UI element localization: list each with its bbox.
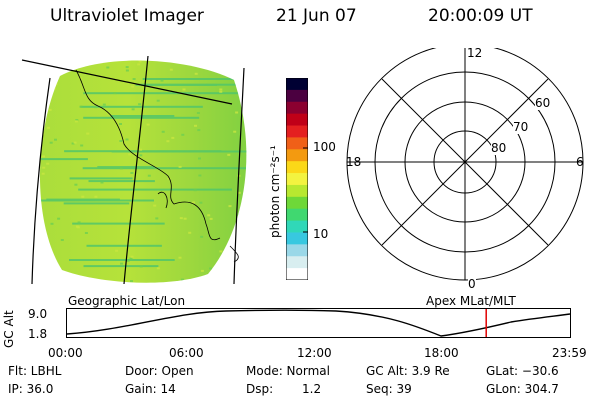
dsp-value: 1.2 (302, 382, 322, 396)
colorbar-band (286, 196, 308, 210)
altitude-axis-title: GC Alt (2, 310, 16, 348)
time-tick-2359: 23:59 (552, 346, 587, 360)
altitude-plot (66, 308, 571, 338)
colorbar-band (286, 256, 308, 269)
clock-label-12: 12 (466, 46, 484, 60)
clock-label-0: 0 (468, 277, 476, 291)
time-tick-0000: 00:00 (48, 346, 83, 360)
colorbar (286, 78, 308, 280)
colorbar-band (286, 184, 308, 198)
colorbar-band (286, 208, 308, 222)
colorbar-band (286, 101, 308, 115)
geographic-label: Geographic Lat/Lon (68, 294, 186, 308)
dsp-label: Dsp: (246, 382, 274, 396)
time-tick-0600: 06:00 (169, 346, 204, 360)
gc-alt-info: GC Alt: 3.9 Re (366, 364, 450, 378)
lat-label-60: 60 (535, 96, 551, 110)
time-tick-1200: 12:00 (297, 346, 332, 360)
seq-info: Seq: 39 (366, 382, 412, 396)
filter-info: Flt: LBHL (8, 364, 62, 378)
clock-label-18: 18 (346, 155, 362, 169)
ip-info: IP: 36.0 (8, 382, 54, 396)
colorbar-band (286, 244, 308, 257)
time-label: 20:00:09 UT (428, 6, 533, 26)
colorbar-band (286, 149, 308, 162)
aurora-image (39, 60, 247, 283)
lat-label-80: 80 (491, 141, 507, 155)
polar-plot (346, 48, 584, 281)
door-info: Door: Open (125, 364, 194, 378)
colorbar-band (286, 89, 308, 103)
altitude-tick-9: 9.0 (28, 307, 48, 321)
colorbar-band (286, 137, 308, 150)
coastline (75, 69, 239, 263)
colorbar-band (286, 78, 308, 91)
glon-info: GLon: 304.7 (486, 382, 559, 396)
colorbar-band (286, 113, 308, 127)
colorbar-band (286, 232, 308, 245)
apex-label: Apex MLat/MLT (426, 294, 516, 308)
date-label: 21 Jun 07 (276, 6, 357, 26)
lat-label-70: 70 (513, 120, 529, 134)
colorbar-band (286, 125, 308, 139)
time-tick-1800: 18:00 (424, 346, 459, 360)
colorbar-band (286, 220, 308, 234)
geographic-grid (21, 55, 245, 285)
instrument-title: Ultraviolet Imager (50, 6, 204, 26)
colorbar-tick-100: 100 (313, 140, 336, 154)
altitude-tick-1.8: 1.8 (28, 327, 48, 341)
uv-image-panel (21, 55, 247, 285)
glat-info: GLat: −30.6 (486, 364, 559, 378)
altitude-curve (66, 309, 571, 337)
colorbar-tick-10: 10 (313, 227, 329, 241)
colorbar-band (286, 161, 308, 174)
colorbar-band (286, 173, 308, 186)
gain-info: Gain: 14 (125, 382, 176, 396)
colorbar-unit-label: photon cm⁻²s⁻¹ (268, 145, 282, 238)
mode-info: Mode: Normal (246, 364, 330, 378)
colorbar-band (286, 268, 308, 280)
clock-label-6: 6 (576, 155, 584, 169)
